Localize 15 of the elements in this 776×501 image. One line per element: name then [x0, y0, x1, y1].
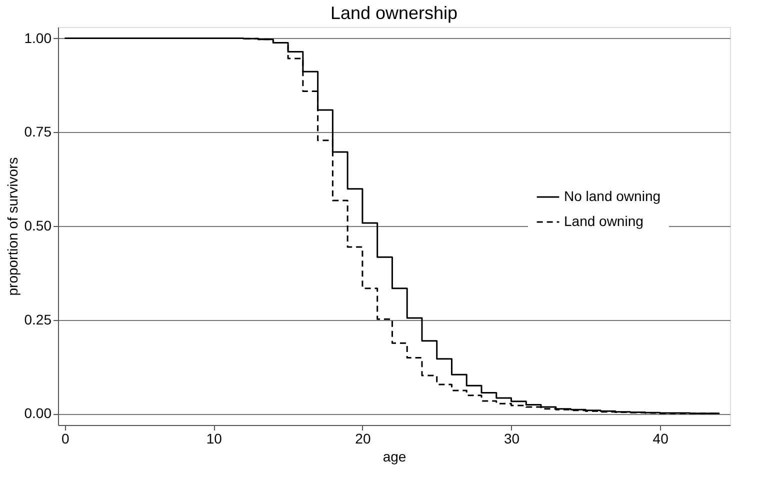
x-tick-label: 0 — [61, 430, 70, 446]
y-tick-label: 0.50 — [24, 218, 52, 234]
legend-label: Land owning — [564, 213, 644, 229]
y-axis-title: proportion of survivors — [4, 157, 20, 296]
y-tick-label: 1.00 — [24, 30, 52, 46]
legend-label: No land owning — [564, 188, 661, 204]
y-tick-label: 0.75 — [24, 124, 52, 140]
chart-title: Land ownership — [330, 3, 458, 23]
y-tick-label: 0.00 — [24, 405, 52, 422]
x-tick-label: 30 — [504, 430, 520, 446]
x-axis-title: age — [382, 448, 406, 464]
x-tick-label: 40 — [652, 430, 669, 446]
x-tick-label: 20 — [355, 430, 371, 446]
y-tick-label: 0.25 — [24, 311, 52, 328]
x-tick-label: 10 — [206, 430, 222, 446]
